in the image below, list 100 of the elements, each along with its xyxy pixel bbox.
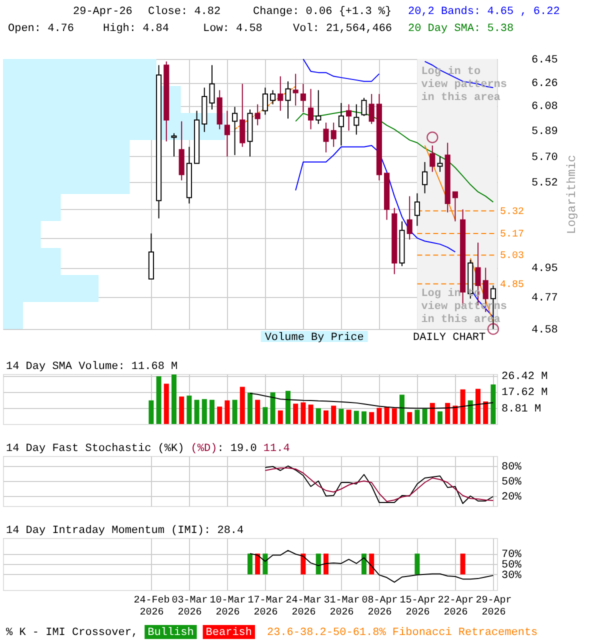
- y-tick-label: 70%: [502, 549, 522, 562]
- bar: [209, 400, 215, 424]
- text: 20,2 Bands: 4.65 , 6.22: [408, 6, 560, 18]
- x-tick-label: 08-Apr 2026: [362, 596, 398, 618]
- bar: [338, 408, 344, 424]
- y-tick-label: 4.95: [532, 263, 558, 276]
- x-tick-label: 22-Apr 2026: [438, 596, 474, 618]
- bar: [490, 384, 496, 424]
- bar: [156, 376, 162, 424]
- bar: [164, 384, 169, 424]
- bar: [194, 400, 200, 424]
- text: (%D): [190, 443, 218, 455]
- candlestick: [262, 87, 268, 116]
- bar: [361, 411, 367, 424]
- candlestick: [270, 90, 276, 105]
- text: Bearish: [206, 627, 252, 639]
- bar: [414, 410, 420, 424]
- ref-line-label: 4.85: [500, 280, 524, 291]
- ref-line-label: 5.03: [500, 251, 524, 262]
- candlestick: [422, 162, 428, 194]
- candlestick: [330, 122, 336, 148]
- candlestick: [338, 102, 344, 146]
- candlestick: [414, 192, 420, 226]
- candlestick: [171, 132, 177, 157]
- y-axis-title: Logarithmic: [564, 154, 579, 234]
- series-label: 14 Day Intraday Momentum (IMI): 28.4: [6, 525, 244, 537]
- bar: [437, 411, 443, 424]
- text: 23.6-38.2-50-61.8% Fibonacci Retracements: [267, 627, 538, 639]
- text: High: 4.84: [103, 23, 170, 35]
- y-tick-label: 4.58: [532, 324, 558, 336]
- bar: [331, 406, 336, 424]
- x-tick-label: 24-Mar 2026: [286, 596, 322, 618]
- text: 29-Apr-26: [73, 6, 132, 18]
- x-tick-label: 10-Mar 2026: [210, 596, 246, 618]
- candlestick: [316, 90, 322, 124]
- candlestick: [240, 83, 246, 148]
- bar: [300, 402, 306, 424]
- bar: [308, 404, 314, 424]
- bar: [186, 396, 192, 424]
- text: Open: 4.76: [8, 23, 74, 35]
- candlestick: [209, 64, 215, 110]
- text: (%K): [158, 443, 184, 455]
- bar: [460, 389, 466, 424]
- y-tick-label: 17.62 M: [502, 387, 548, 400]
- text: 14 Day SMA Volume: 11.68 M: [6, 361, 178, 373]
- y-tick-label: 30%: [502, 570, 522, 582]
- bar: [270, 392, 276, 424]
- text: Vol: 21,564,466: [293, 23, 392, 35]
- bar: [483, 401, 488, 424]
- bar: [376, 408, 382, 424]
- text: Close: 4.82: [148, 6, 221, 18]
- bar: [445, 402, 450, 424]
- candlestick: [368, 94, 374, 124]
- y-tick-label: 20%: [502, 492, 522, 504]
- y-tick-label: 5.70: [532, 152, 558, 164]
- y-tick-label: 6.45: [532, 54, 558, 66]
- y-tick-label: 5.89: [532, 126, 558, 138]
- bar: [285, 390, 291, 424]
- y-tick-label: 50%: [502, 476, 522, 488]
- text: Volume By Price: [264, 332, 364, 344]
- bar: [407, 412, 412, 424]
- text: Change: 0.06 {+1.3 %}: [253, 6, 392, 18]
- y-tick-label: 6.26: [532, 78, 558, 90]
- candlestick: [361, 97, 367, 117]
- candlestick: [285, 80, 291, 120]
- bar: [323, 410, 329, 424]
- candlestick: [430, 144, 436, 172]
- candlestick: [224, 110, 230, 157]
- y-tick-label: 6.08: [532, 101, 558, 114]
- bar: [240, 386, 245, 424]
- y-tick-label: 4.77: [532, 292, 558, 304]
- bar: [369, 412, 374, 424]
- bar: [422, 408, 428, 424]
- chart-title: 14 Day Fast Stochastic: [6, 443, 152, 455]
- text: DAILY CHART: [413, 332, 486, 344]
- candlestick: [323, 122, 329, 153]
- text: Low: 4.58: [203, 23, 262, 35]
- bar: [354, 410, 359, 424]
- y-tick-label: 80%: [502, 462, 522, 474]
- bar: [399, 394, 405, 424]
- x-tick-label: 24-Feb 2026: [134, 594, 170, 618]
- bar: [384, 406, 390, 424]
- candlestick: [406, 196, 412, 240]
- candlestick: [300, 83, 306, 113]
- bar: [392, 408, 397, 424]
- candlestick: [452, 191, 458, 222]
- x-tick-label: 31-Mar 2026: [324, 596, 360, 618]
- candlestick: [232, 106, 238, 156]
- text: 11.4: [263, 443, 290, 455]
- y-tick-label: 5.52: [532, 177, 558, 190]
- bar: [278, 410, 283, 424]
- text: : 19.0: [217, 443, 257, 455]
- candlestick: [346, 104, 352, 132]
- y-tick-label: 50%: [502, 560, 522, 572]
- bar: [346, 410, 352, 424]
- bar: [430, 402, 435, 424]
- bar: [171, 374, 177, 424]
- text: 20 Day SMA: 5.38: [408, 23, 514, 35]
- bar: [148, 400, 154, 424]
- candlestick: [278, 76, 284, 112]
